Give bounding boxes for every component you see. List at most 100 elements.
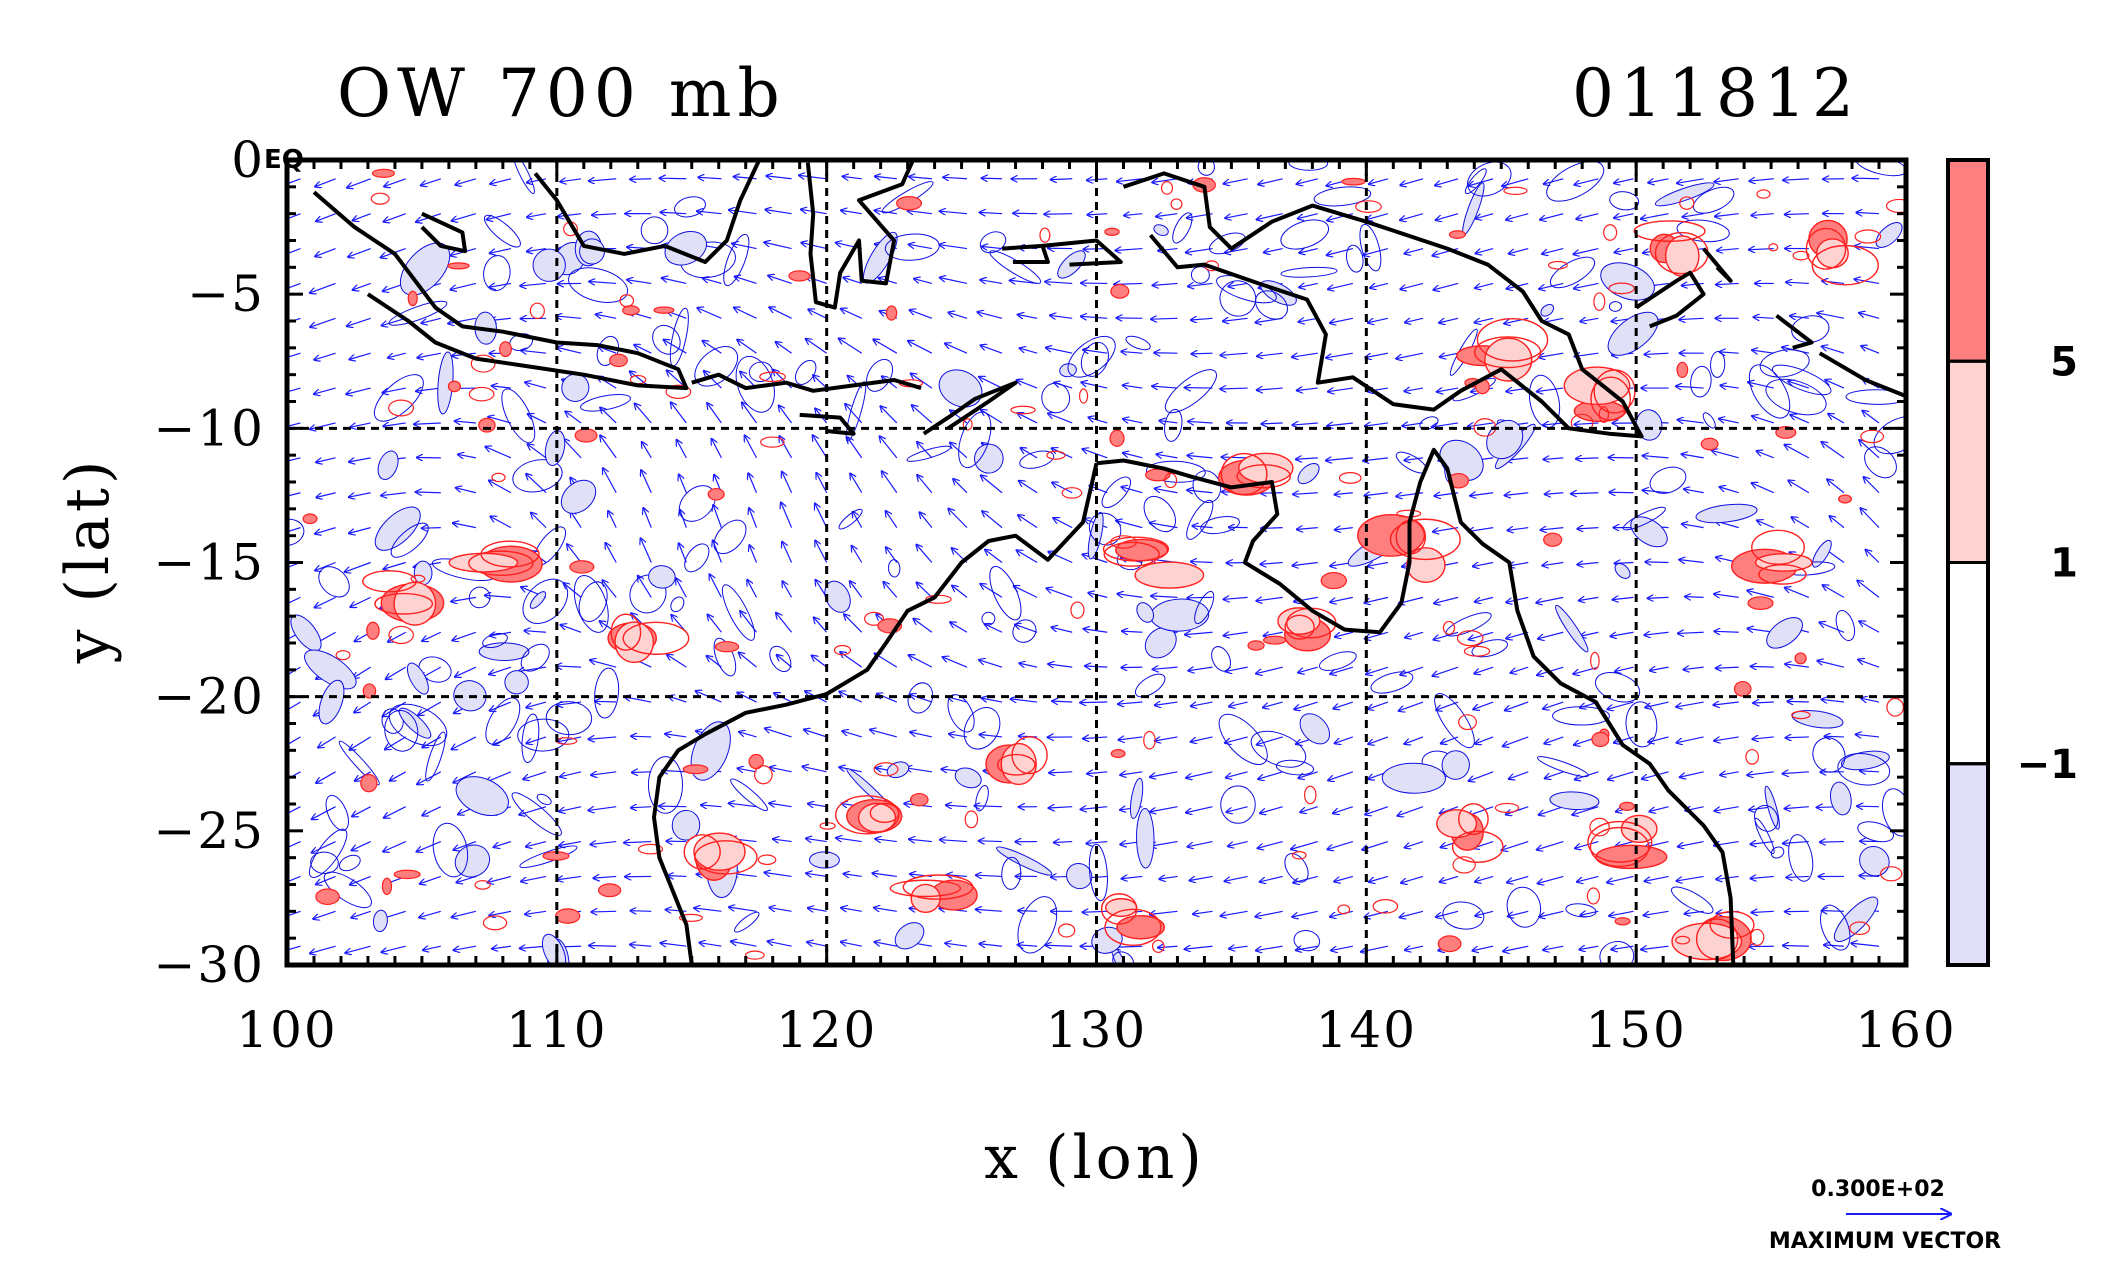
wind-vector — [1716, 667, 1739, 668]
wind-vector — [812, 656, 828, 668]
wind-vector — [1785, 445, 1810, 459]
negative-ow-contour — [388, 703, 448, 747]
wind-vector — [1081, 316, 1108, 318]
negative-ow-contour — [1835, 609, 1856, 642]
wind-vector — [1790, 316, 1809, 318]
wind-vector — [1434, 631, 1459, 639]
wind-vector — [1715, 631, 1739, 632]
wind-vector — [1852, 943, 1880, 946]
wind-vector — [352, 841, 371, 851]
negative-ow-contour — [907, 682, 934, 714]
wind-vector — [1292, 910, 1318, 917]
wind-vector — [844, 614, 863, 633]
wind-vector — [1297, 178, 1318, 184]
wind-vector — [765, 873, 792, 878]
wind-vector — [1152, 179, 1178, 183]
wind-vector — [1502, 840, 1529, 850]
wind-vector — [1223, 318, 1248, 321]
negative-ow-contour — [1540, 303, 1555, 317]
wind-vector — [1754, 317, 1774, 318]
wind-vector — [589, 945, 617, 946]
negative-ow-contour — [573, 575, 609, 633]
wind-vector — [490, 701, 512, 711]
wind-vector — [1476, 247, 1494, 254]
negative-ow-contour — [1442, 901, 1485, 930]
wind-vector — [1441, 736, 1459, 744]
wind-vector — [943, 657, 968, 668]
wind-vector — [564, 583, 582, 598]
wind-vector — [1049, 772, 1073, 773]
wind-vector — [909, 177, 932, 179]
wind-vector — [806, 339, 828, 354]
wind-vector — [1644, 910, 1669, 915]
negative-ow-contour — [1812, 539, 1832, 568]
wind-vector — [1330, 666, 1354, 674]
wind-vector — [1119, 737, 1143, 740]
positive-ow-contour — [598, 883, 622, 898]
negative-ow-contour — [640, 216, 669, 245]
wind-vector — [490, 632, 512, 636]
positive-ow-contour — [447, 380, 461, 393]
wind-vector — [1370, 282, 1389, 287]
wind-vector — [1364, 247, 1389, 255]
wind-vector — [980, 944, 1003, 946]
wind-vector — [1856, 734, 1880, 736]
x-axis-label: x (lon) — [984, 1123, 1206, 1193]
negative-ow-contour — [996, 846, 1053, 876]
wind-vector — [452, 910, 477, 917]
wind-vector — [841, 309, 862, 319]
wind-vector — [1052, 627, 1073, 633]
wind-vector — [1538, 631, 1564, 638]
wind-vector — [1783, 772, 1809, 774]
wind-vector — [1155, 489, 1178, 494]
wind-vector — [1752, 483, 1775, 494]
wind-vector — [1506, 213, 1529, 220]
wind-vector — [1401, 178, 1424, 185]
wind-vector — [485, 595, 512, 597]
negative-ow-contour — [1250, 730, 1307, 768]
wind-vector — [1229, 701, 1248, 706]
wind-vector — [1405, 318, 1424, 322]
wind-vector — [1257, 736, 1283, 745]
wind-vector — [1432, 422, 1459, 427]
negative-ow-contour — [1136, 602, 1154, 623]
wind-vector — [1678, 840, 1704, 847]
positive-ow-contour — [407, 290, 418, 307]
wind-vector — [1152, 386, 1178, 388]
negative-ow-contour — [1091, 926, 1123, 954]
wind-vector — [661, 943, 687, 946]
wind-vector — [418, 352, 441, 358]
wind-vector — [490, 178, 512, 184]
wind-vector — [1611, 631, 1634, 636]
wind-vector — [1366, 666, 1389, 674]
wind-vector — [848, 438, 863, 459]
wind-vector — [1788, 381, 1810, 389]
wind-vector — [945, 344, 968, 354]
wind-vector — [768, 276, 792, 285]
negative-ow-contour — [1080, 341, 1109, 377]
wind-vector — [1645, 875, 1669, 881]
wind-vector — [1192, 353, 1213, 354]
equator-label: EQ — [264, 145, 304, 175]
wind-vector — [631, 911, 652, 912]
wind-vector — [1788, 701, 1809, 702]
wind-vector — [1122, 487, 1143, 494]
wind-vector — [486, 447, 512, 459]
x-tick-label: 110 — [506, 1001, 607, 1059]
wind-vector — [1748, 591, 1774, 598]
negative-ow-contour — [1614, 563, 1631, 579]
wind-vector — [571, 511, 582, 528]
wind-vector — [454, 771, 477, 783]
wind-vector — [1820, 842, 1844, 843]
wind-vector — [423, 946, 441, 950]
wind-vector — [1048, 414, 1073, 424]
vector-legend-value: 0.300E+02 — [1811, 1177, 1945, 1202]
negative-ow-contour — [734, 911, 760, 933]
negative-ow-contour — [511, 792, 562, 836]
wind-vector — [1503, 945, 1529, 951]
negative-ow-contour — [794, 359, 817, 385]
wind-vector — [1475, 875, 1494, 881]
wind-vector — [803, 767, 827, 773]
wind-vector — [1714, 737, 1739, 741]
wind-vector — [419, 910, 441, 917]
